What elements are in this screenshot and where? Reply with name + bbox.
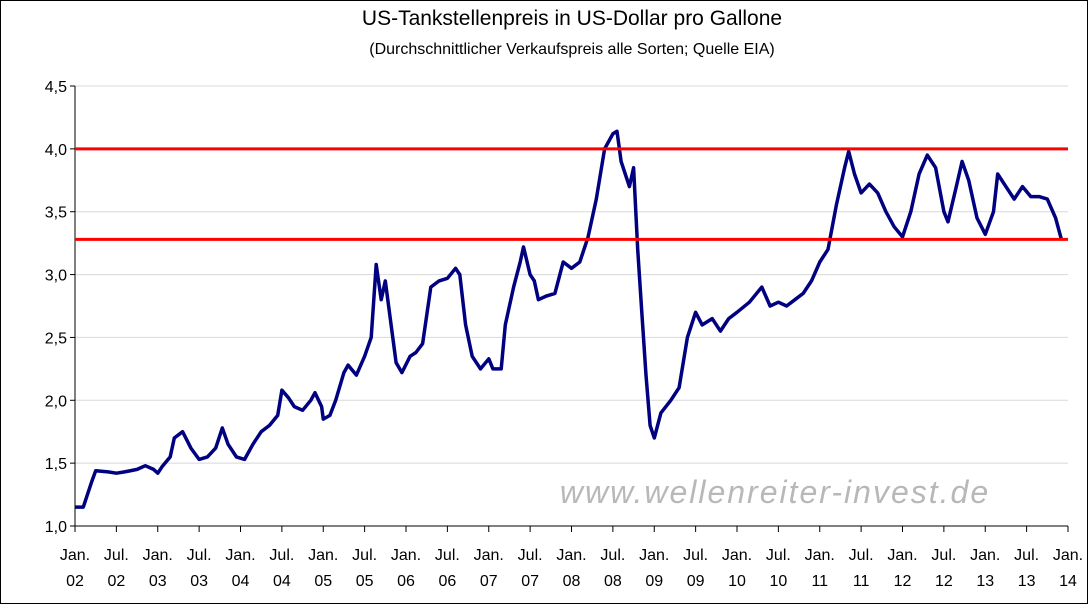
y-tick-label: 1,0	[45, 519, 67, 536]
x-tick-label: Jan. 07	[474, 547, 504, 590]
x-tick-label: Jul. 07	[518, 547, 543, 590]
x-tick-label: Jan. 14	[1053, 547, 1083, 590]
x-tick-label: Jul. 13	[1014, 547, 1039, 590]
chart-subtitle: (Durchschnittlicher Verkaufspreis alle S…	[369, 41, 775, 58]
x-tick-label: Jul. 04	[269, 547, 294, 590]
x-tick-label: Jul. 11	[849, 547, 874, 590]
x-tick-label: Jan. 11	[805, 547, 835, 590]
x-tick-label: Jul. 10	[766, 547, 791, 590]
x-tick-label: Jul. 03	[187, 547, 212, 590]
y-tick-label: 1,5	[45, 456, 67, 473]
x-tick-label: Jan. 04	[225, 547, 255, 590]
y-tick-label: 4,5	[45, 79, 67, 96]
x-tick-label: Jan. 03	[143, 547, 173, 590]
y-tick-label: 2,0	[45, 393, 67, 410]
y-tick-label: 4,0	[45, 142, 67, 159]
x-tick-label: Jul. 05	[352, 547, 377, 590]
y-tick-label: 3,5	[45, 205, 67, 222]
x-tick-label: Jan. 10	[722, 547, 752, 590]
x-tick-label: Jul. 09	[683, 547, 708, 590]
x-tick-label: Jan. 09	[639, 547, 669, 590]
price-line	[75, 129, 1064, 509]
x-tick-label: Jul. 02	[104, 547, 129, 590]
x-tick-label: Jul. 12	[931, 547, 956, 590]
x-tick-label: Jan. 06	[391, 547, 421, 590]
x-tick-label: Jan. 02	[60, 547, 90, 590]
x-tick-label: Jul. 06	[435, 547, 460, 590]
x-tick-label: Jul. 08	[600, 547, 625, 590]
watermark: www.wellenreiter-invest.de	[560, 474, 990, 510]
y-tick-label: 2,5	[45, 330, 67, 347]
x-tick-label: Jan. 12	[887, 547, 917, 590]
y-tick-label: 3,0	[45, 268, 67, 285]
x-tick-label: Jan. 13	[970, 547, 1000, 590]
x-tick-label: Jan. 05	[308, 547, 338, 590]
chart-title: US-Tankstellenpreis in US-Dollar pro Gal…	[362, 7, 782, 30]
x-tick-label: Jan. 08	[556, 547, 586, 590]
